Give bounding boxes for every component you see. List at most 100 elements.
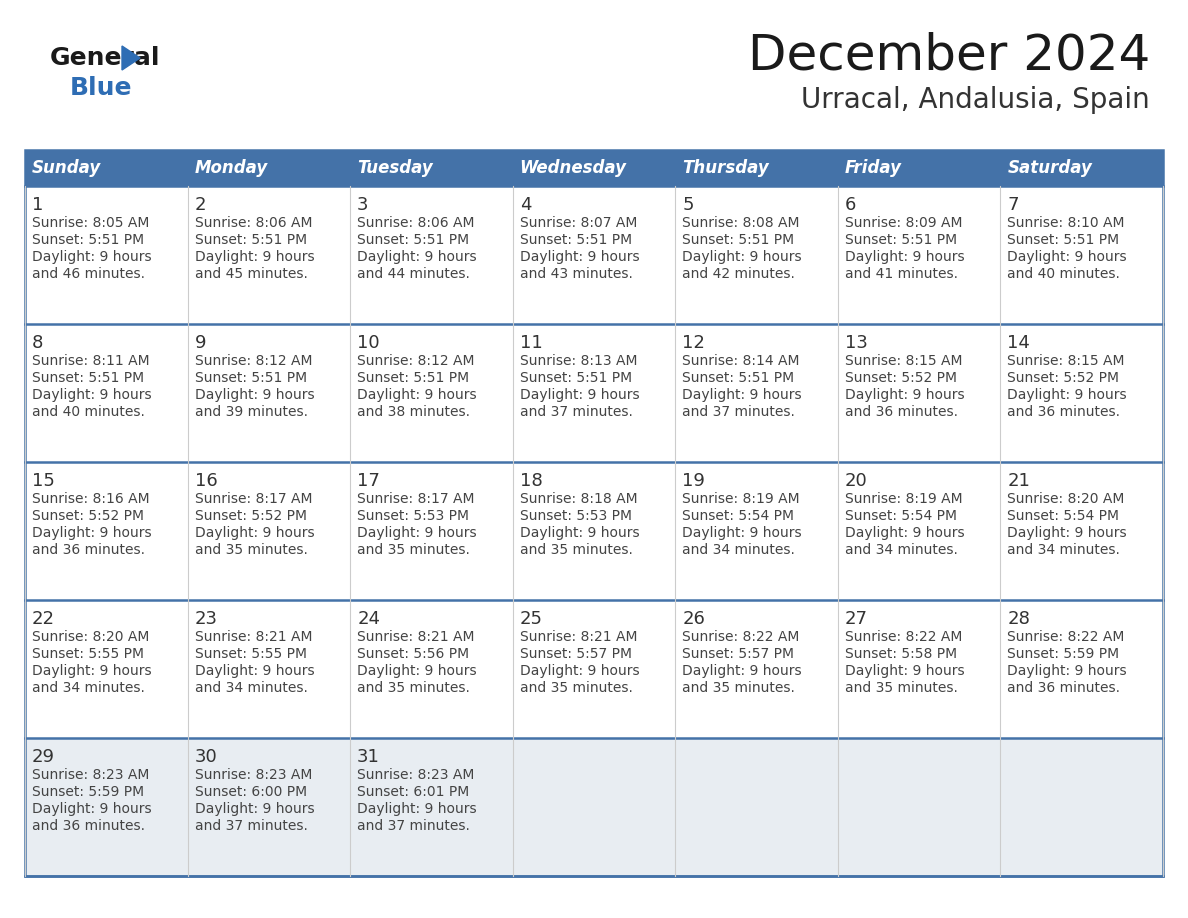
Text: Sunrise: 8:17 AM: Sunrise: 8:17 AM [358, 492, 475, 506]
Text: Sunrise: 8:15 AM: Sunrise: 8:15 AM [1007, 354, 1125, 368]
Text: and 37 minutes.: and 37 minutes. [195, 819, 308, 833]
Text: Sunset: 5:57 PM: Sunset: 5:57 PM [519, 647, 632, 661]
Text: Sunset: 5:51 PM: Sunset: 5:51 PM [519, 371, 632, 385]
Text: Daylight: 9 hours: Daylight: 9 hours [682, 250, 802, 264]
Text: Sunset: 5:54 PM: Sunset: 5:54 PM [845, 509, 956, 523]
Text: Sunrise: 8:11 AM: Sunrise: 8:11 AM [32, 354, 150, 368]
Text: Sunrise: 8:08 AM: Sunrise: 8:08 AM [682, 216, 800, 230]
Text: and 34 minutes.: and 34 minutes. [1007, 543, 1120, 557]
Text: Sunrise: 8:06 AM: Sunrise: 8:06 AM [195, 216, 312, 230]
Text: Daylight: 9 hours: Daylight: 9 hours [519, 526, 639, 540]
Text: Sunrise: 8:12 AM: Sunrise: 8:12 AM [195, 354, 312, 368]
Text: Sunset: 6:00 PM: Sunset: 6:00 PM [195, 785, 307, 799]
Bar [25, 324, 1163, 462]
Text: and 35 minutes.: and 35 minutes. [358, 543, 470, 557]
Text: and 35 minutes.: and 35 minutes. [519, 543, 632, 557]
Text: Daylight: 9 hours: Daylight: 9 hours [358, 664, 476, 678]
Text: and 37 minutes.: and 37 minutes. [358, 819, 470, 833]
Text: Sunrise: 8:17 AM: Sunrise: 8:17 AM [195, 492, 312, 506]
Text: Daylight: 9 hours: Daylight: 9 hours [32, 664, 152, 678]
Text: 2: 2 [195, 196, 206, 214]
Text: 19: 19 [682, 472, 706, 490]
Text: Daylight: 9 hours: Daylight: 9 hours [845, 250, 965, 264]
Text: and 40 minutes.: and 40 minutes. [1007, 267, 1120, 281]
Text: Sunset: 5:53 PM: Sunset: 5:53 PM [358, 509, 469, 523]
Bar [25, 738, 1163, 876]
Text: Daylight: 9 hours: Daylight: 9 hours [358, 802, 476, 816]
Text: Sunset: 5:54 PM: Sunset: 5:54 PM [682, 509, 795, 523]
Text: Daylight: 9 hours: Daylight: 9 hours [519, 664, 639, 678]
Text: Sunset: 5:54 PM: Sunset: 5:54 PM [1007, 509, 1119, 523]
Text: Sunset: 5:51 PM: Sunset: 5:51 PM [358, 371, 469, 385]
Bar [350, 150, 513, 186]
Text: and 41 minutes.: and 41 minutes. [845, 267, 958, 281]
Text: Daylight: 9 hours: Daylight: 9 hours [845, 664, 965, 678]
Text: Sunset: 5:53 PM: Sunset: 5:53 PM [519, 509, 632, 523]
Text: Sunset: 5:59 PM: Sunset: 5:59 PM [1007, 647, 1119, 661]
Text: Daylight: 9 hours: Daylight: 9 hours [358, 250, 476, 264]
Text: Sunset: 5:52 PM: Sunset: 5:52 PM [845, 371, 956, 385]
Text: 8: 8 [32, 334, 44, 352]
Text: and 36 minutes.: and 36 minutes. [32, 543, 145, 557]
Text: and 36 minutes.: and 36 minutes. [1007, 681, 1120, 695]
Text: Daylight: 9 hours: Daylight: 9 hours [519, 250, 639, 264]
Text: Sunrise: 8:20 AM: Sunrise: 8:20 AM [32, 630, 150, 644]
Text: and 38 minutes.: and 38 minutes. [358, 405, 470, 419]
Text: 30: 30 [195, 748, 217, 766]
Text: 25: 25 [519, 610, 543, 628]
Bar [675, 150, 838, 186]
Text: 23: 23 [195, 610, 217, 628]
Text: Sunset: 5:59 PM: Sunset: 5:59 PM [32, 785, 144, 799]
Text: Daylight: 9 hours: Daylight: 9 hours [358, 388, 476, 402]
Text: Daylight: 9 hours: Daylight: 9 hours [195, 664, 314, 678]
Text: and 40 minutes.: and 40 minutes. [32, 405, 145, 419]
Text: Sunset: 5:51 PM: Sunset: 5:51 PM [519, 233, 632, 247]
Text: 28: 28 [1007, 610, 1030, 628]
Bar [25, 150, 188, 186]
Text: Daylight: 9 hours: Daylight: 9 hours [195, 802, 314, 816]
Text: Daylight: 9 hours: Daylight: 9 hours [32, 526, 152, 540]
Text: 7: 7 [1007, 196, 1019, 214]
Text: 15: 15 [32, 472, 55, 490]
Text: 20: 20 [845, 472, 867, 490]
Text: Friday: Friday [845, 159, 902, 177]
Text: Sunrise: 8:22 AM: Sunrise: 8:22 AM [845, 630, 962, 644]
Text: Urracal, Andalusia, Spain: Urracal, Andalusia, Spain [801, 86, 1150, 114]
Text: 14: 14 [1007, 334, 1030, 352]
Text: General: General [50, 46, 160, 70]
Text: Sunset: 5:51 PM: Sunset: 5:51 PM [1007, 233, 1119, 247]
Text: December 2024: December 2024 [747, 31, 1150, 79]
Text: 18: 18 [519, 472, 543, 490]
Text: Sunrise: 8:19 AM: Sunrise: 8:19 AM [682, 492, 800, 506]
Text: Sunday: Sunday [32, 159, 101, 177]
Text: and 39 minutes.: and 39 minutes. [195, 405, 308, 419]
Text: 12: 12 [682, 334, 706, 352]
Text: Sunset: 5:58 PM: Sunset: 5:58 PM [845, 647, 958, 661]
Text: Sunrise: 8:15 AM: Sunrise: 8:15 AM [845, 354, 962, 368]
Text: and 36 minutes.: and 36 minutes. [1007, 405, 1120, 419]
Text: Sunrise: 8:22 AM: Sunrise: 8:22 AM [682, 630, 800, 644]
Text: Daylight: 9 hours: Daylight: 9 hours [845, 526, 965, 540]
Text: 17: 17 [358, 472, 380, 490]
Text: Daylight: 9 hours: Daylight: 9 hours [195, 250, 314, 264]
Polygon shape [122, 46, 140, 70]
Text: Sunrise: 8:23 AM: Sunrise: 8:23 AM [195, 768, 312, 782]
Text: 26: 26 [682, 610, 706, 628]
Text: Monday: Monday [195, 159, 267, 177]
Bar [25, 186, 1163, 324]
Text: and 35 minutes.: and 35 minutes. [519, 681, 632, 695]
Text: and 34 minutes.: and 34 minutes. [32, 681, 145, 695]
Text: Daylight: 9 hours: Daylight: 9 hours [682, 388, 802, 402]
Text: and 36 minutes.: and 36 minutes. [32, 819, 145, 833]
Text: 21: 21 [1007, 472, 1030, 490]
Text: and 34 minutes.: and 34 minutes. [195, 681, 308, 695]
Text: Daylight: 9 hours: Daylight: 9 hours [195, 526, 314, 540]
Text: Sunset: 5:52 PM: Sunset: 5:52 PM [195, 509, 307, 523]
Bar [1000, 150, 1163, 186]
Text: and 45 minutes.: and 45 minutes. [195, 267, 308, 281]
Bar [838, 150, 1000, 186]
Text: 5: 5 [682, 196, 694, 214]
Text: 13: 13 [845, 334, 867, 352]
Text: Sunset: 5:51 PM: Sunset: 5:51 PM [358, 233, 469, 247]
Text: and 36 minutes.: and 36 minutes. [845, 405, 958, 419]
